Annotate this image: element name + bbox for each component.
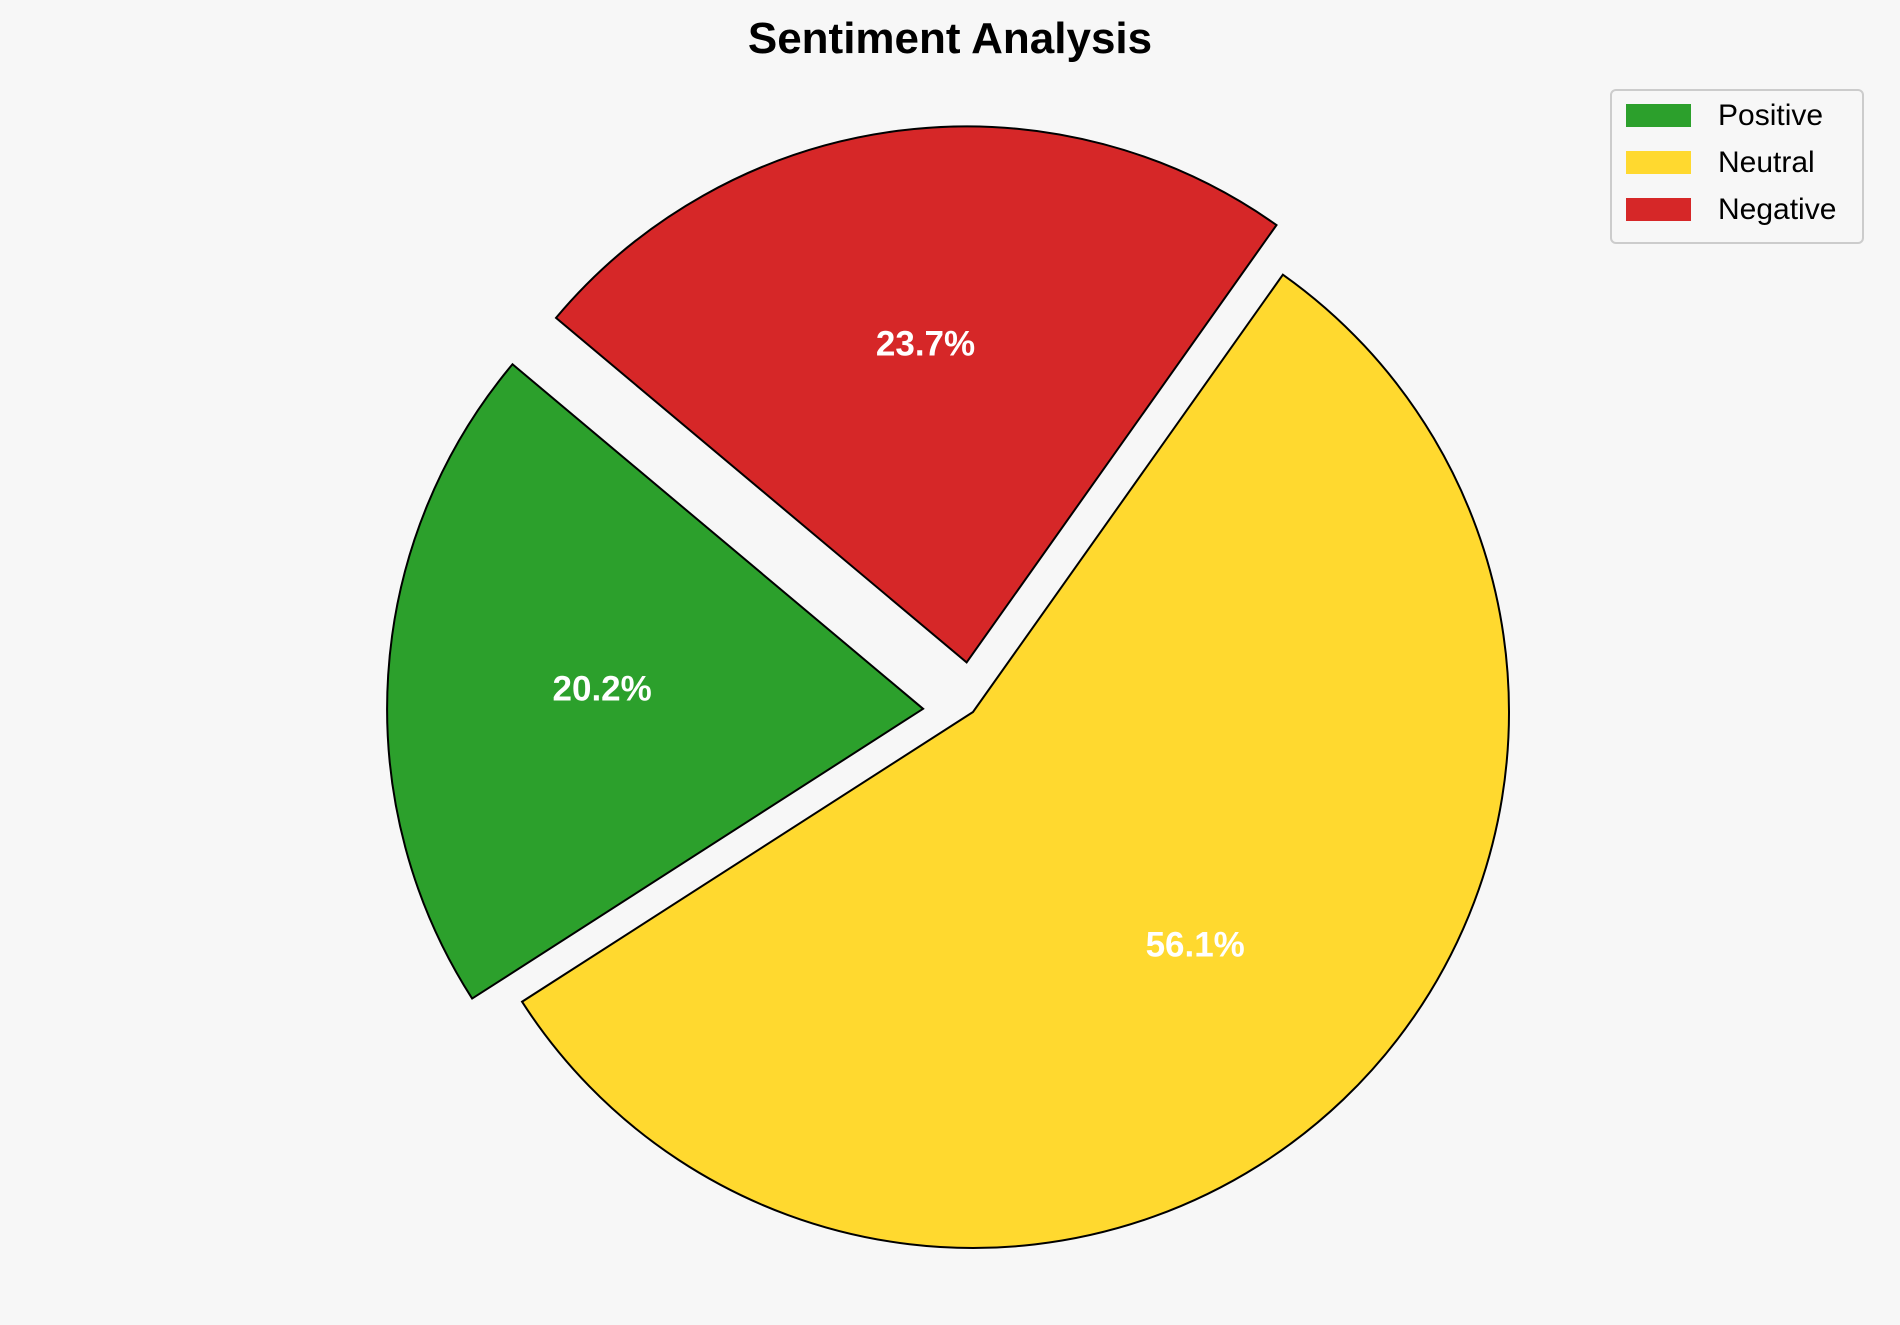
slice-negative xyxy=(554,125,1278,664)
legend-swatch-positive xyxy=(1626,104,1691,127)
slices xyxy=(386,125,1510,1249)
slice-label-positive: 20.2% xyxy=(553,669,652,708)
legend-label-positive: Positive xyxy=(1718,99,1823,132)
slice-labels: 20.2% 56.1% 23.7% xyxy=(553,324,1245,964)
slice-neutral xyxy=(520,273,1510,1249)
chart-title: Sentiment Analysis xyxy=(748,14,1152,63)
legend-label-neutral: Neutral xyxy=(1718,146,1815,179)
legend-swatch-negative xyxy=(1626,198,1691,221)
slice-label-negative: 23.7% xyxy=(876,324,975,363)
legend-swatch-neutral xyxy=(1626,151,1691,174)
legend: Positive Neutral Negative xyxy=(1610,89,1864,244)
slice-label-neutral: 56.1% xyxy=(1146,926,1245,965)
legend-label-negative: Negative xyxy=(1718,193,1836,226)
slice-positive xyxy=(386,362,925,1000)
